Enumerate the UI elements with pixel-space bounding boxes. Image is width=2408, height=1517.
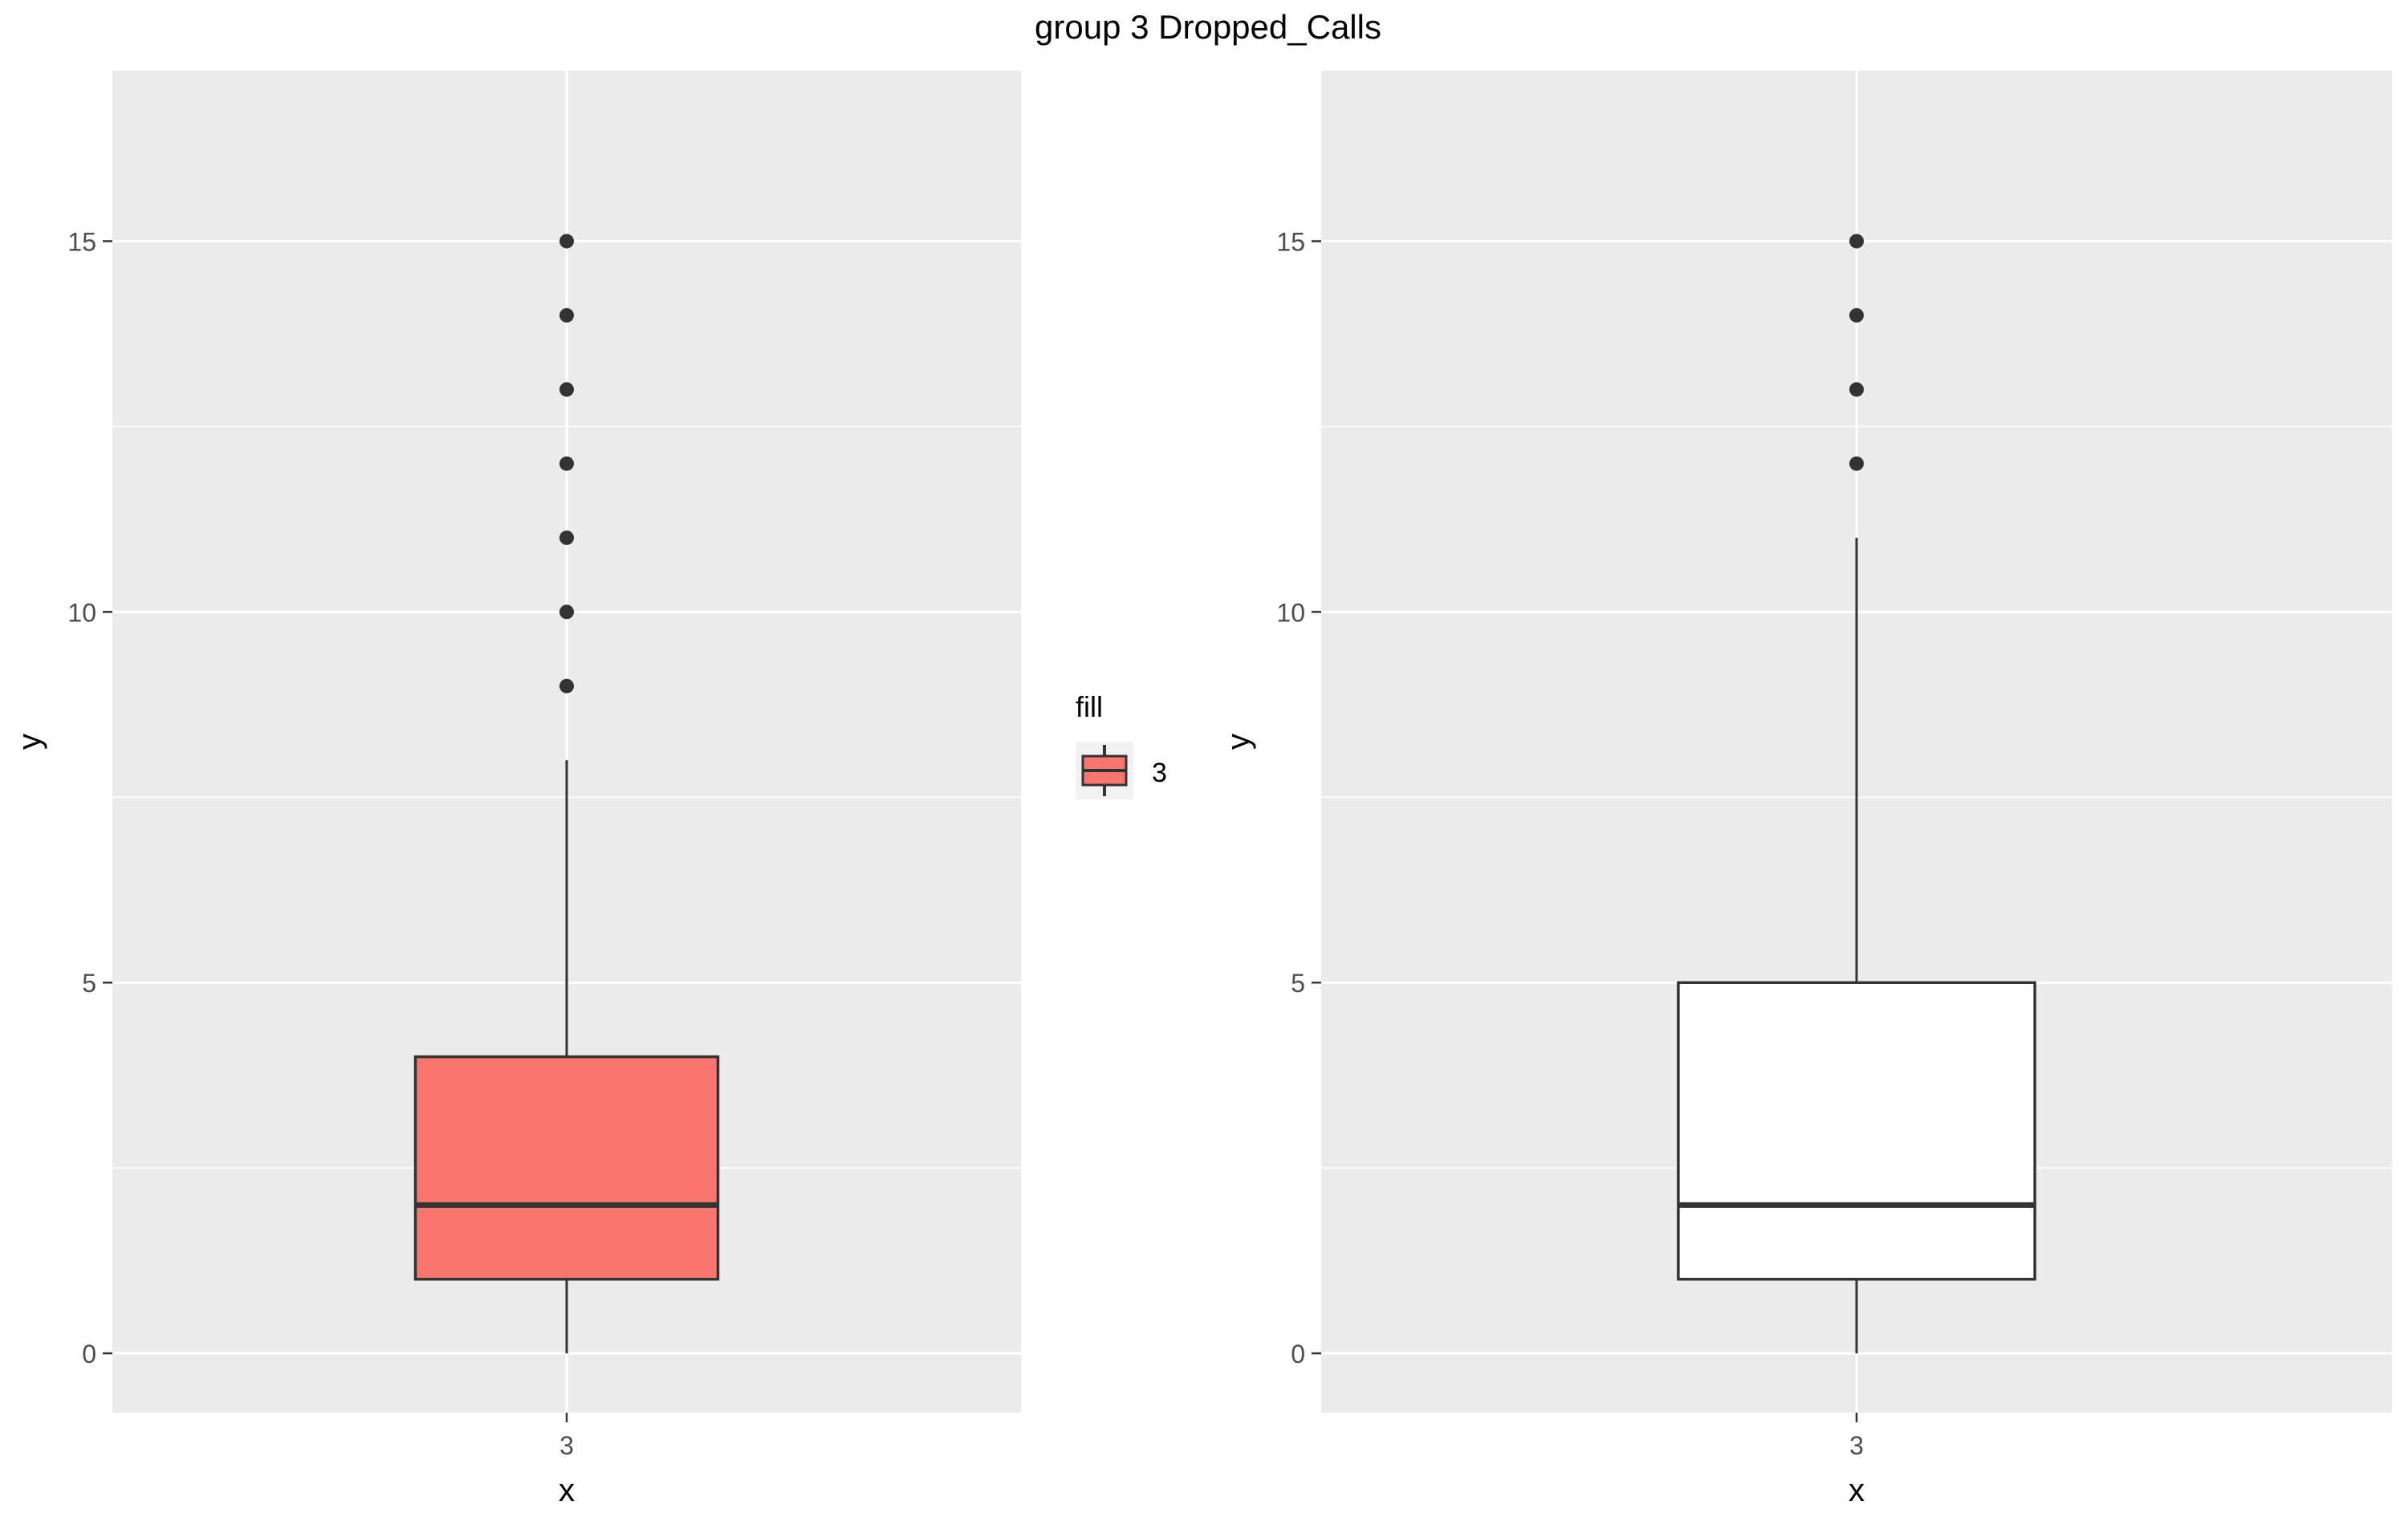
x-axis-title: x	[559, 1473, 575, 1508]
y-tick-label: 15	[1276, 227, 1305, 256]
outlier-point	[559, 530, 574, 545]
outlier-point	[559, 307, 574, 323]
outlier-point	[559, 604, 574, 620]
y-tick-label: 15	[67, 227, 96, 256]
y-axis-title: y	[12, 734, 47, 750]
outlier-point	[1849, 234, 1864, 249]
y-tick-label: 5	[1291, 969, 1305, 998]
legend-title: fill	[1076, 690, 1103, 723]
x-axis-title: x	[1849, 1473, 1865, 1508]
legend-label: 3	[1152, 758, 1167, 788]
x-tick-label: 3	[1849, 1431, 1864, 1460]
outlier-point	[1849, 456, 1864, 471]
x-tick-label: 3	[559, 1431, 574, 1460]
outlier-point	[1849, 382, 1864, 397]
y-tick-label: 10	[1276, 598, 1305, 627]
chart-title: group 3 Dropped_Calls	[1035, 8, 1381, 46]
y-tick-label: 5	[82, 969, 96, 998]
box-iqr	[1677, 981, 2036, 1281]
outlier-point	[559, 382, 574, 397]
outlier-point	[559, 234, 574, 249]
y-axis-title: y	[1221, 734, 1256, 750]
box-iqr	[413, 1055, 720, 1281]
legend: fill 3	[1076, 690, 1167, 799]
y-tick-label: 0	[82, 1340, 96, 1369]
y-tick-label: 0	[1291, 1340, 1305, 1369]
outlier-point	[1849, 307, 1864, 323]
outlier-point	[559, 456, 574, 471]
left-plot-panel: 0 5 10 15 3 x y	[12, 71, 1021, 1508]
right-plot-panel: 0 5 10 15 3 x y	[1221, 71, 2392, 1508]
outlier-point	[559, 678, 574, 693]
y-tick-label: 10	[67, 598, 96, 627]
